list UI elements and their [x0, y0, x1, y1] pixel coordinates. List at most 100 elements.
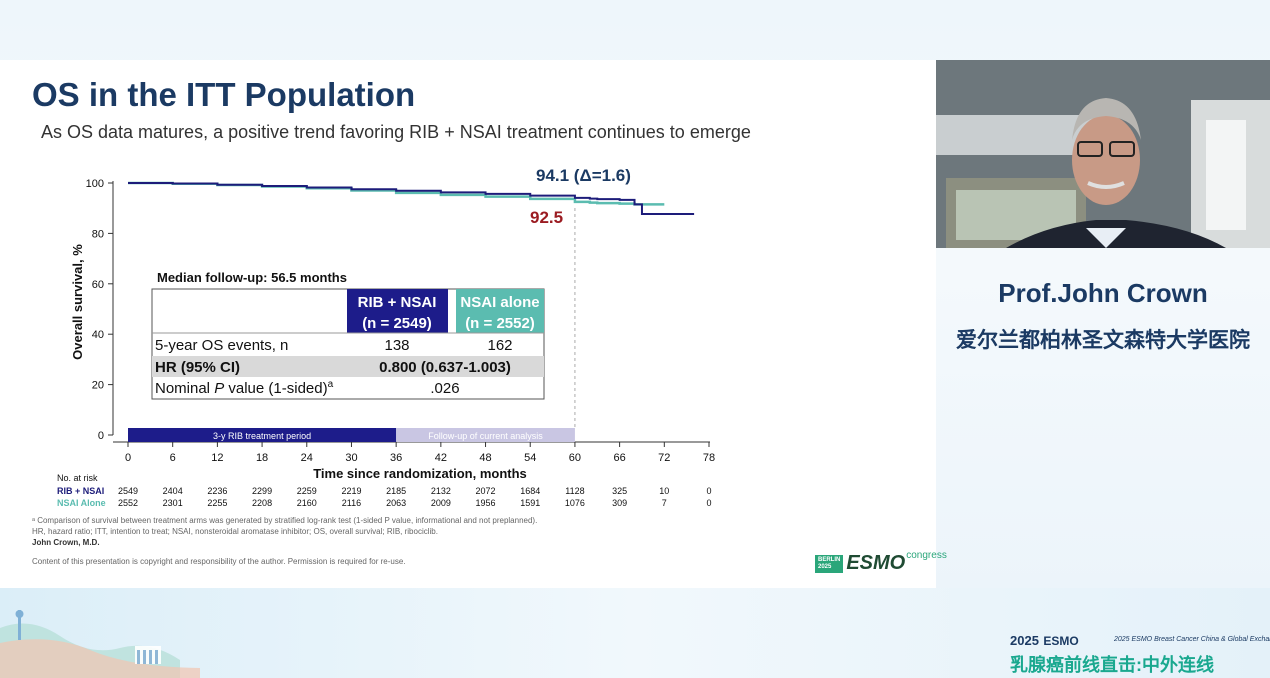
esmo-congress-logo: BERLIN 2025 ESMO congress	[815, 550, 947, 575]
footnotes: ᵃ Comparison of survival between treatme…	[32, 515, 537, 548]
at-risk-value: 2301	[163, 498, 183, 508]
row-os-events-nsai: 162	[487, 337, 512, 354]
speaker-organization: 爱尔兰都柏林圣文森特大学医院	[956, 329, 1250, 352]
brand-tagline: 2025 ESMO Breast Cancer China & Global E…	[1114, 636, 1270, 643]
brand-chinese-title: 乳腺癌前线直击:中外连线	[1010, 655, 1214, 675]
at-risk-value: 10	[659, 486, 669, 496]
at-risk-value: 1591	[520, 498, 540, 508]
y-tick-label: 60	[92, 279, 104, 291]
at-risk-value: 2208	[252, 498, 272, 508]
slide-title: OS in the ITT Population	[32, 76, 416, 113]
at-risk-value: 1956	[476, 498, 496, 508]
treatment-period-bar	[128, 428, 397, 442]
at-risk-value: 2299	[252, 486, 272, 496]
y-tick-label: 100	[86, 178, 104, 190]
at-risk-value: 2116	[342, 498, 361, 508]
esmo-city-badge: BERLIN 2025	[815, 554, 844, 573]
copyright-notice: Content of this presentation is copyrigh…	[32, 557, 406, 566]
y-tick-label: 0	[98, 430, 104, 442]
series-line-nsai-alone	[128, 181, 665, 206]
esmo-year: 2025	[818, 563, 832, 570]
rib-annotation: 94.1 (Δ=1.6)	[536, 166, 631, 185]
inset-table-title: Median follow-up: 56.5 months	[157, 270, 347, 285]
col-header-nsai	[456, 289, 544, 333]
berlin-skyline-illustration	[0, 610, 200, 678]
esmo-congress-text: congress	[906, 550, 947, 561]
y-tick-label: 80	[92, 228, 104, 240]
col-header-nsai-line1: NSAI alone	[460, 294, 539, 311]
speaker-video-image	[936, 60, 1270, 248]
row-os-events-label: 5-year OS events, n	[155, 337, 288, 354]
at-risk-label-nsai: NSAI Alone	[57, 498, 106, 508]
footnote-2: HR, hazard ratio; ITT, intention to trea…	[32, 527, 438, 536]
nsai-annotation: 92.5	[530, 208, 563, 227]
at-risk-value: 325	[612, 486, 627, 496]
presentation-slide: OS in the ITT Population As OS data matu…	[0, 60, 947, 588]
at-risk-label-rib: RIB + NSAI	[57, 486, 104, 496]
at-risk-value: 1684	[520, 486, 540, 496]
x-tick-label: 42	[435, 452, 447, 464]
row-pvalue-label: Nominal P value (1-sided)a	[155, 379, 334, 397]
at-risk-value: 2255	[207, 498, 227, 508]
row-os-events-rib: 138	[384, 337, 409, 354]
at-risk-value: 2549	[118, 486, 138, 496]
footnote-1: ᵃ Comparison of survival between treatme…	[32, 516, 538, 525]
at-risk-value: 309	[612, 498, 627, 508]
x-axis-label: Time since randomization, months	[313, 466, 527, 481]
at-risk-value: 2236	[207, 486, 227, 496]
brand-esmo: ESMO	[1043, 634, 1079, 648]
x-tick-label: 48	[479, 452, 491, 464]
x-tick-label: 72	[658, 452, 670, 464]
speaker-video-feed	[936, 60, 1270, 248]
at-risk-value: 2259	[297, 486, 317, 496]
row-hr-label: HR (95% CI)	[155, 359, 240, 376]
x-tick-label: 78	[703, 452, 715, 464]
esmo-city: BERLIN	[818, 556, 841, 563]
at-risk-value: 2219	[341, 486, 361, 496]
at-risk-value: 2132	[431, 486, 451, 496]
bottom-banner	[0, 588, 1270, 678]
x-tick-label: 24	[301, 452, 313, 464]
at-risk-value: 1076	[565, 498, 585, 508]
at-risk-title: No. at risk	[57, 473, 98, 483]
brand-year: 2025	[1010, 633, 1039, 648]
at-risk-value: 2009	[431, 498, 451, 508]
event-branding: 2025 ESMO 2025 ESMO Breast Cancer China …	[1010, 632, 1270, 677]
x-tick-label: 6	[170, 452, 176, 464]
at-risk-value: 0	[706, 486, 711, 496]
x-tick-label: 36	[390, 452, 402, 464]
x-tick-label: 0	[125, 452, 131, 464]
at-risk-value: 2160	[297, 498, 317, 508]
treatment-period-label: 3-y RIB treatment period	[213, 431, 311, 441]
esmo-logo-text: ESMO	[846, 552, 906, 574]
col-header-rib-line1: RIB + NSAI	[358, 294, 437, 311]
y-tick-label: 20	[92, 380, 104, 392]
at-risk-value: 2404	[163, 486, 183, 496]
col-header-rib	[347, 289, 448, 333]
row-hr-bg	[152, 356, 544, 377]
at-risk-value: 0	[706, 498, 711, 508]
followup-period-label: Follow-up of current analysis	[428, 431, 543, 441]
col-header-rib-line2: (n = 2549)	[362, 315, 432, 332]
row-pvalue-value: .026	[430, 380, 459, 397]
at-risk-value: 2552	[118, 498, 138, 508]
speaker-name: Prof.John Crown	[998, 278, 1208, 308]
y-tick-label: 40	[92, 329, 104, 341]
y-axis-label: Overall survival, %	[70, 244, 85, 360]
at-risk-value: 2063	[386, 498, 406, 508]
row-hr-value: 0.800 (0.637-1.003)	[379, 359, 511, 376]
col-header-nsai-line2: (n = 2552)	[465, 315, 535, 332]
at-risk-value: 1128	[565, 486, 584, 496]
followup-period-bar	[396, 428, 575, 442]
at-risk-value: 7	[662, 498, 667, 508]
x-tick-label: 66	[613, 452, 625, 464]
slide-author: John Crown, M.D.	[32, 538, 100, 547]
inset-table: Median follow-up: 56.5 months RIB + NSAI…	[151, 270, 545, 400]
series-line-rib-nsai	[128, 182, 695, 215]
at-risk-value: 2185	[386, 486, 406, 496]
x-tick-label: 30	[345, 452, 357, 464]
x-tick-label: 60	[569, 452, 581, 464]
x-tick-label: 18	[256, 452, 268, 464]
x-tick-label: 12	[211, 452, 223, 464]
